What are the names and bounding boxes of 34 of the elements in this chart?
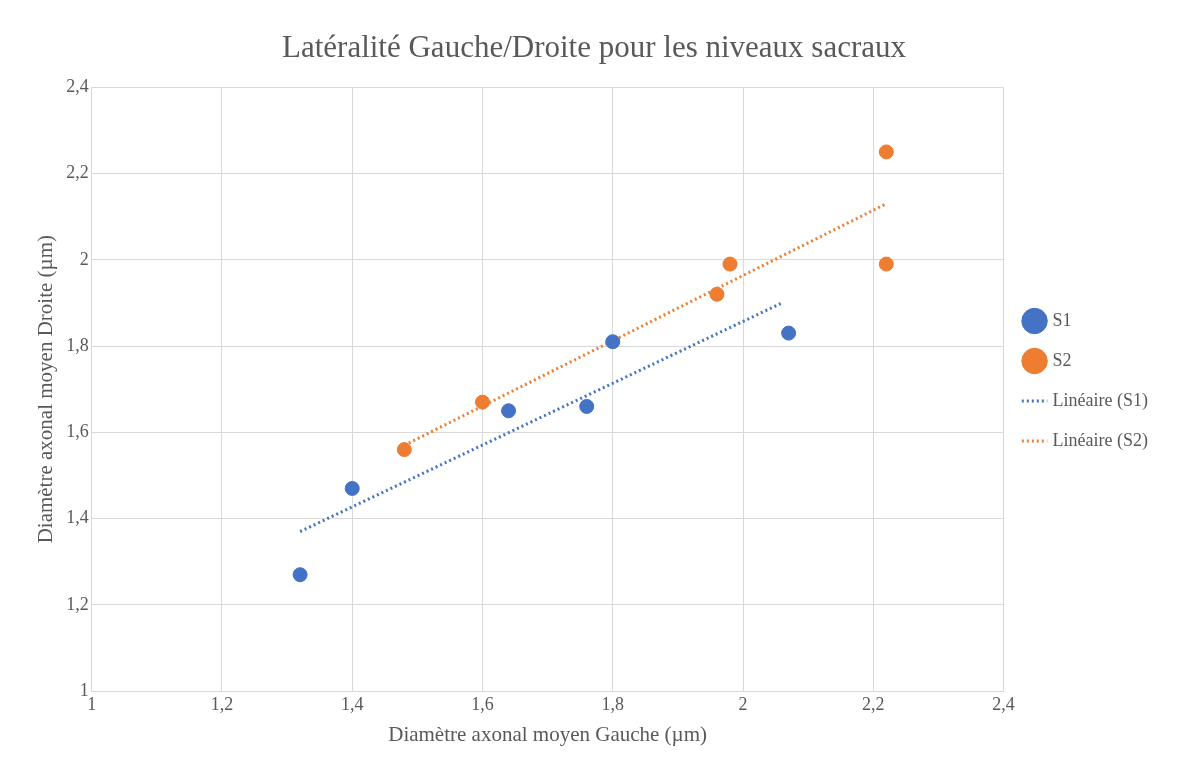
point [396,442,412,458]
point [474,394,490,410]
y-tick-label: 1,8 [66,334,89,355]
y-tick-label: 1 [79,679,89,700]
point [722,256,738,272]
x-tick-label: 1,2 [210,693,234,714]
legend-label: S1 [1052,309,1072,330]
x-tick-label: 1,6 [471,693,494,714]
legend-label: Linéaire (S1) [1052,389,1149,411]
y-tick-label: 2,2 [66,162,89,183]
x-axis-title: Diamètre axonal moyen Gauche (µm) [388,721,708,746]
y-tick-label: 1,2 [66,593,89,614]
y-tick-label: 2 [79,248,89,269]
point [781,325,797,341]
point [292,567,308,583]
chart-title: Latéralité Gauche/Droite pour les niveaux sacraux [281,28,907,64]
point [878,256,894,272]
point [344,480,360,496]
x-tick-label: 2,2 [862,693,885,714]
x-tick-label: 2 [738,693,748,714]
point [501,403,517,419]
y-tick-label: 1,4 [66,507,89,528]
x-tick-label: 2,4 [992,693,1015,714]
legend-label: Linéaire (S2) [1052,429,1149,451]
y-axis-title: Diamètre axonal moyen Droite (µm) [33,235,58,544]
y-tick-label: 1,6 [66,421,89,442]
point [579,398,595,414]
x-tick-label: 1,4 [340,693,364,714]
point [605,334,621,350]
x-tick-label: 1,8 [601,693,624,714]
point [709,286,725,302]
legend-label: S2 [1052,349,1072,370]
point [878,144,894,160]
y-tick-label: 2,4 [66,75,89,96]
